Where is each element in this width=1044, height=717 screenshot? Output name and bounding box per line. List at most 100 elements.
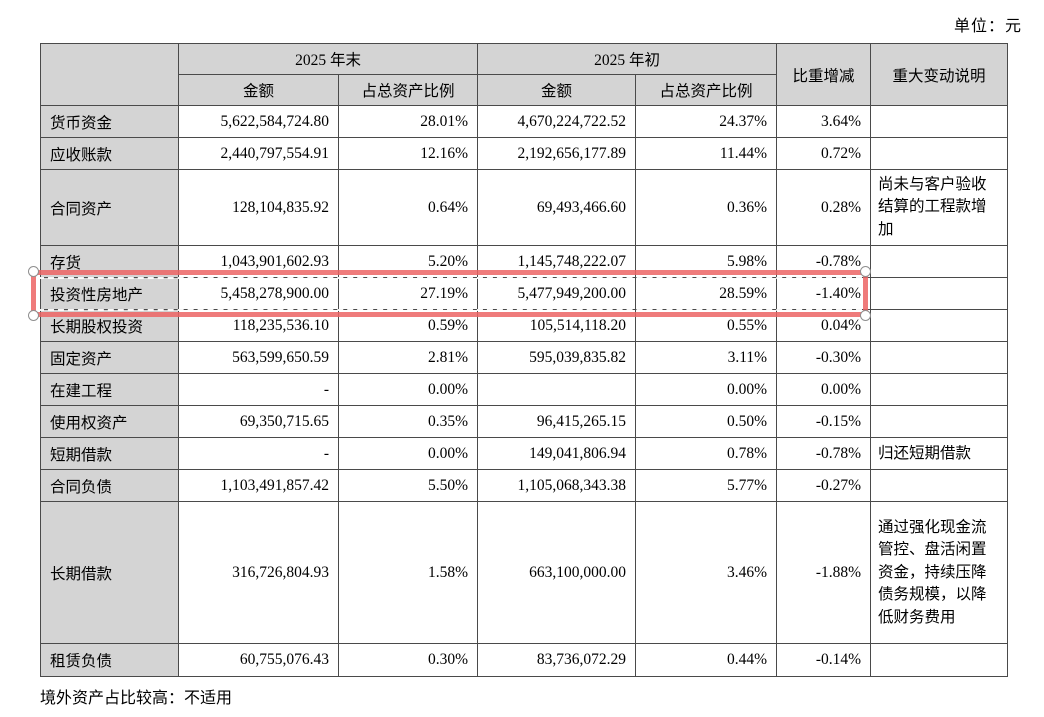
row-end-ratio-cell: 28.01% [337,105,479,138]
row-end-ratio-cell: 0.30% [337,643,479,678]
table-row: 合同资产 128,104,835.92 0.64% 69,493,466.60 0.36… [40,168,1009,247]
row-end-ratio-cell: 5.50% [337,469,479,503]
table-body: 货币资金 5,622,584,724.80 28.01% 4,670,224,722.… [40,105,1009,678]
row-start-amount-cell: 595,039,835.82 [477,341,637,375]
row-item-cell: 固定资产 [40,341,179,375]
row-start-amount-cell: 69,493,466.60 [477,168,637,247]
row-note-cell [870,373,1009,407]
row-start-ratio-cell: 24.37% [635,105,778,138]
table-row: 使用权资产 69,350,715.65 0.35% 96,415,265.15 0.50… [40,405,1009,439]
row-item-cell: 租赁负债 [40,643,179,678]
row-end-amount-cell: 69,350,715.65 [178,405,339,439]
row-end-ratio-cell: 0.00% [337,373,479,407]
row-note-cell: 归还短期借款 [870,437,1009,471]
row-end-ratio-cell: 0.00% [337,437,479,471]
row-change-cell: -1.88% [776,501,872,645]
row-note-cell [870,277,1009,311]
financial-table-wrap: 2025 年末 2025 年初 比重增减 重大变动说明 金额 占总资产比例 金额… [40,43,1009,678]
row-start-amount-cell: 2,192,656,177.89 [477,137,637,170]
row-start-ratio-cell: 0.50% [635,405,778,439]
header-row-periods: 2025 年末 2025 年初 比重增减 重大变动说明 [40,43,1009,106]
row-end-amount-cell: 5,458,278,900.00 [178,277,339,311]
row-end-ratio-cell: 12.16% [337,137,479,170]
row-end-amount-cell: 5,622,584,724.80 [178,105,339,138]
row-start-amount-cell: 96,415,265.15 [477,405,637,439]
table-header: 2025 年末 2025 年初 比重增减 重大变动说明 金额 占总资产比例 金额… [40,43,1009,106]
row-change-cell: -0.15% [776,405,872,439]
financial-table: 2025 年末 2025 年初 比重增减 重大变动说明 金额 占总资产比例 金额… [40,43,1009,678]
amount-header-end: 金额 [178,74,339,106]
table-row: 合同负债 1,103,491,857.42 5.50% 1,105,068,343.3… [40,469,1009,503]
selection-box-border [31,270,868,317]
row-change-cell: 3.64% [776,105,872,138]
row-item-cell: 应收账款 [40,137,179,170]
row-end-amount-cell: 563,599,650.59 [178,341,339,375]
row-change-cell: -0.78% [776,437,872,471]
row-end-amount-cell: 128,104,835.92 [178,168,339,247]
table-row: 租赁负债 60,755,076.43 0.30% 83,736,072.29 0.44%… [40,643,1009,678]
row-note-cell [870,469,1009,503]
row-start-amount-cell: 663,100,000.00 [477,501,637,645]
item-column-header [40,43,179,106]
row-end-ratio-cell: 1.58% [337,501,479,645]
row-start-amount-cell: 83,736,072.29 [477,643,637,678]
row-note-cell [870,245,1009,279]
row-end-amount-cell: - [178,437,339,471]
row-start-amount-cell: 4,670,224,722.52 [477,105,637,138]
unit-label: 单位：元 [953,18,1022,35]
row-change-cell: -0.14% [776,643,872,678]
row-item-cell: 投资性房地产 [40,277,179,311]
row-end-amount-cell: 316,726,804.93 [178,501,339,645]
row-start-amount-cell [477,373,637,407]
row-end-amount-cell: 2,440,797,554.91 [178,137,339,170]
table-row: 货币资金 5,622,584,724.80 28.01% 4,670,224,722.… [40,105,1009,138]
row-change-cell: 0.28% [776,168,872,247]
row-item-cell: 在建工程 [40,373,179,407]
row-note-cell [870,405,1009,439]
row-start-ratio-cell: 5.77% [635,469,778,503]
row-note-cell [870,309,1009,343]
row-item-cell: 合同负债 [40,469,179,503]
selection-handle-bottom-left[interactable] [28,310,39,321]
table-row: 长期借款 316,726,804.93 1.58% 663,100,000.00 3.4… [40,501,1009,645]
selection-handle-bottom-right[interactable] [860,310,871,321]
row-end-ratio-cell: 0.35% [337,405,479,439]
row-start-ratio-cell: 3.11% [635,341,778,375]
header-row-measures: 金额 占总资产比例 金额 占总资产比例 [41,74,1008,106]
row-end-ratio-cell: 0.64% [337,168,479,247]
row-start-ratio-cell: 0.36% [635,168,778,247]
row-start-ratio-cell: 0.78% [635,437,778,471]
row-note-cell [870,643,1009,678]
row-note-cell: 通过强化现金流管控、盘活闲置资金，持续压降债务规模，以降低财务费用 [870,501,1009,645]
row-item-cell: 货币资金 [40,105,179,138]
row-note-cell [870,105,1009,138]
selection-handle-top-left[interactable] [28,266,39,277]
row-item-cell: 使用权资产 [40,405,179,439]
row-item-cell: 长期借款 [40,501,179,645]
row-note-cell: 尚未与客户验收结算的工程款增加 [870,168,1009,247]
row-end-ratio-cell: 27.19% [337,277,479,311]
row-item-cell: 合同资产 [40,168,179,247]
row-start-amount-cell: 149,041,806.94 [477,437,637,471]
selection-handle-top-right[interactable] [860,266,871,277]
row-end-amount-cell: 60,755,076.43 [178,643,339,678]
row-note-cell [870,137,1009,170]
row-start-ratio-cell: 0.00% [635,373,778,407]
ratio-header-end: 占总资产比例 [337,74,479,106]
amount-header-start: 金额 [477,74,637,106]
row-start-amount-cell: 1,105,068,343.38 [477,469,637,503]
change-column-header: 比重增减 [776,43,872,106]
table-row: 固定资产 563,599,650.59 2.81% 595,039,835.82 3.1… [40,341,1009,375]
highlight-selection-box[interactable] [28,266,871,321]
row-change-cell: 0.00% [776,373,872,407]
explanation-column-header: 重大变动说明 [870,43,1009,106]
ratio-header-start: 占总资产比例 [635,74,778,106]
row-note-cell [870,341,1009,375]
period-end-header: 2025 年末 [177,43,479,75]
row-start-ratio-cell: 3.46% [635,501,778,645]
table-row: 短期借款 -0.00% 149,041,806.94 0.78% -0.78% 归还短期借… [40,437,1009,471]
row-end-amount-cell: - [178,373,339,407]
period-start-header: 2025 年初 [477,43,778,75]
row-start-ratio-cell: 0.44% [635,643,778,678]
row-change-cell: -0.27% [776,469,872,503]
